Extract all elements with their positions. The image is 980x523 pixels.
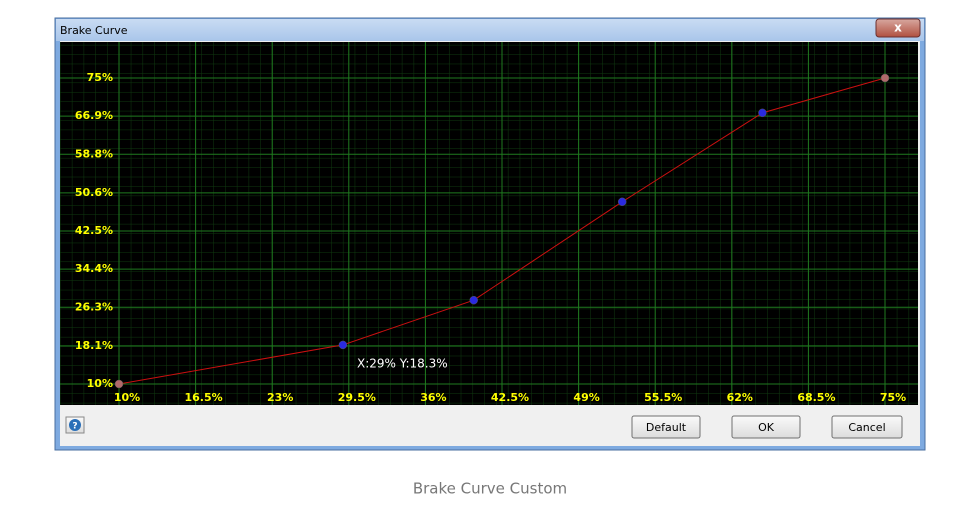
button-label: OK	[758, 421, 775, 434]
y-tick-label: 42.5%	[75, 224, 113, 237]
x-tick-label: 75%	[880, 391, 906, 404]
minor-grid	[60, 42, 918, 405]
y-tick-label: 58.8%	[75, 147, 113, 160]
title-bar	[56, 19, 924, 41]
cancel-button[interactable]	[831, 415, 903, 439]
curve-point	[758, 108, 767, 118]
ok-button[interactable]	[731, 415, 801, 439]
curve-line	[118, 77, 886, 385]
curve-point	[469, 295, 478, 305]
x-tick-label: 49%	[573, 391, 599, 404]
x-tick-label: 42.5%	[491, 391, 529, 404]
default-button[interactable]	[631, 415, 701, 439]
y-tick-label: 34.4%	[75, 262, 113, 275]
y-tick-label: 18.1%	[75, 339, 113, 352]
x-tick-label: 23%	[267, 391, 293, 404]
y-tick-label: 26.3%	[75, 300, 113, 313]
help-icon	[69, 419, 81, 431]
y-tick-label: 75%	[87, 71, 113, 84]
curve-point	[617, 197, 627, 207]
curve-point	[880, 73, 890, 83]
curve-point	[338, 340, 348, 350]
button-label: Default	[646, 421, 687, 434]
window-title: Brake Curve	[60, 24, 128, 37]
close-button[interactable]	[875, 18, 921, 38]
y-tick-label: 66.9%	[75, 109, 113, 122]
x-tick-label: 29.5%	[338, 391, 376, 404]
caption: Brake Curve Custom	[413, 480, 567, 498]
x-tick-label: 68.5%	[797, 391, 835, 404]
button-label: Cancel	[848, 421, 885, 434]
chart: 10% 18.1% 26.3% 34.4% 42.5% 50.6% 58.8% 66.9% 75…	[60, 42, 918, 405]
x-tick-label: 36%	[420, 391, 446, 404]
x-tick-label: 10%	[114, 391, 140, 404]
y-tick-label: 10%	[87, 377, 113, 390]
x-tick-label: 62%	[727, 391, 753, 404]
y-tick-label: 50.6%	[75, 186, 113, 199]
x-tick-label: 55.5%	[644, 391, 682, 404]
help-label: ?	[72, 422, 77, 432]
cursor-annotation: X:29% Y:18.3%	[357, 357, 448, 371]
curve-point	[114, 379, 124, 389]
x-tick-label: 16.5%	[185, 391, 223, 404]
close-label: x	[894, 21, 902, 35]
